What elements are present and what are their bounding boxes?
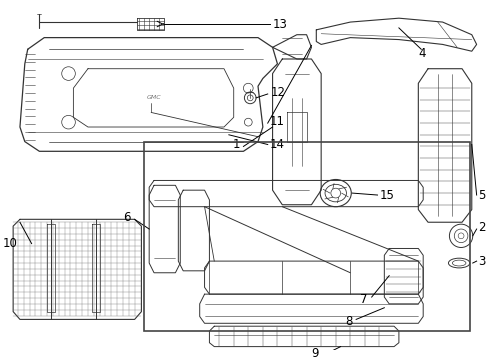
Text: 4: 4 (417, 47, 425, 60)
Text: 13: 13 (272, 18, 287, 31)
Text: 14: 14 (269, 138, 284, 151)
Text: 7: 7 (360, 293, 367, 306)
Text: 1: 1 (233, 138, 240, 151)
Text: 2: 2 (478, 221, 485, 234)
Bar (144, 141, 469, 331)
Text: 5: 5 (478, 189, 485, 202)
Text: 10: 10 (3, 237, 18, 250)
Text: 11: 11 (269, 115, 284, 128)
Text: 3: 3 (478, 255, 485, 267)
Text: 15: 15 (379, 189, 393, 202)
Text: 9: 9 (311, 347, 319, 360)
Text: 12: 12 (270, 86, 285, 99)
Text: 8: 8 (344, 315, 351, 328)
Text: GMC: GMC (146, 95, 161, 100)
Text: 6: 6 (123, 211, 130, 224)
